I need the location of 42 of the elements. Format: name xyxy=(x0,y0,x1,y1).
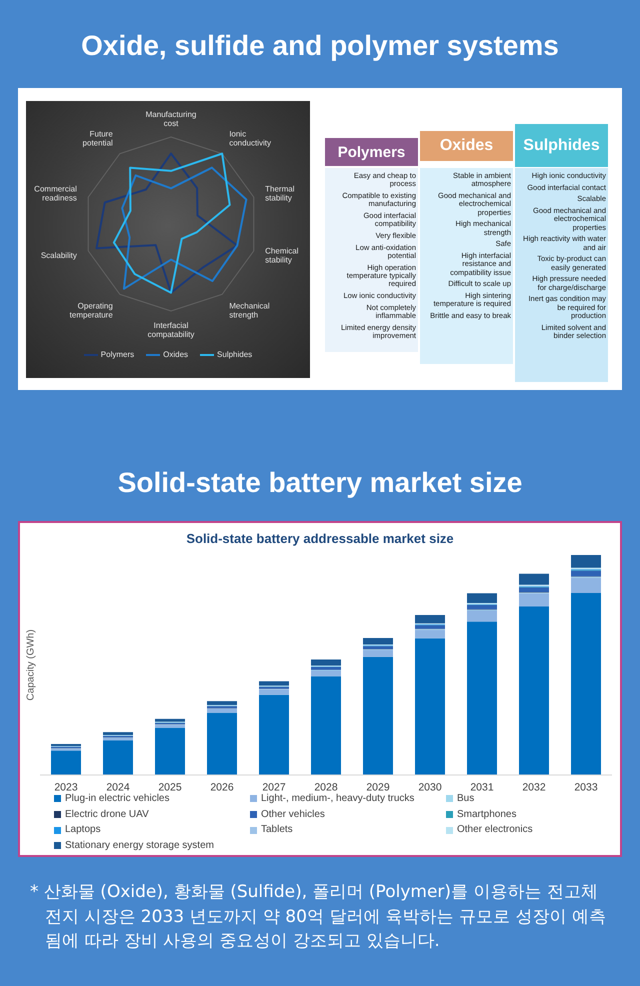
chart-title: Solid-state battery market size xyxy=(116,467,524,499)
x-tick-label: 2033 xyxy=(574,781,598,794)
legend-label: Oxides xyxy=(163,350,188,359)
spoke-label: Ionic conductivity xyxy=(229,129,271,148)
text: * 산화물 (Oxide), 황화물 (Sulfide), 폴리머 (Polymer)를 이용하는 전고체 전지 시장은 2033 년도까지 약 80억 달러에 육박하는 규모로 성장이 예측됨에 따라 장비 사용의 중요성이 강조되고 있습니다. xyxy=(30,881,607,953)
legend-label: Other electronics xyxy=(457,823,533,838)
legend-label: Stationary energy storage system xyxy=(65,839,214,854)
x-tick-label: 2027 xyxy=(262,781,286,794)
spoke-label: Scalability xyxy=(40,251,77,260)
legend-label: Sulphides xyxy=(217,350,252,359)
legend-label: Polymers xyxy=(100,350,134,359)
legend-label: Bus xyxy=(457,792,474,806)
spoke-label: Chemical stability xyxy=(265,246,299,265)
spoke-label: Interfacial compatability xyxy=(148,321,194,339)
spoke-label: Operating temperature xyxy=(70,302,114,320)
legend-label: Other vehicles xyxy=(261,808,325,822)
x-tick-label: 2026 xyxy=(210,781,234,794)
category-label: Polymers xyxy=(338,144,406,160)
legend-label: Smartphones xyxy=(457,808,516,822)
chart-title: Oxide, sulfide and polymer systems xyxy=(80,30,560,62)
legend-label: Light-, medium-, heavy-duty trucks xyxy=(261,792,414,806)
x-tick-label: 2032 xyxy=(522,781,546,794)
category-label: Sulphides xyxy=(523,136,600,154)
spoke-label: Manufacturing cost xyxy=(146,110,196,128)
legend-label: Laptops xyxy=(65,823,101,838)
legend-label: Tablets xyxy=(261,823,293,838)
spoke-label: Commercial readiness xyxy=(34,184,78,202)
legend-label: Plug-in electric vehicles xyxy=(65,792,170,806)
x-tick-label: 2023 xyxy=(54,781,78,794)
x-tick-label: 2024 xyxy=(106,781,130,794)
spoke-label: Mechanical strength xyxy=(229,302,270,320)
spoke-label: Thermal stability xyxy=(265,184,295,202)
category-label: Oxides xyxy=(440,137,494,155)
x-tick-label: 2029 xyxy=(366,781,390,794)
y-axis-title: Capacity (GWh) xyxy=(26,629,37,701)
spoke-label: Future potential xyxy=(82,129,114,148)
x-tick-label: 2025 xyxy=(158,781,182,794)
chart-subtitle: Solid-state battery addressable market size xyxy=(185,531,455,546)
x-tick-label: 2030 xyxy=(418,781,442,794)
legend-label: Electric drone UAV xyxy=(65,808,149,822)
x-tick-label: 2028 xyxy=(314,781,338,794)
x-tick-label: 2031 xyxy=(470,781,494,794)
